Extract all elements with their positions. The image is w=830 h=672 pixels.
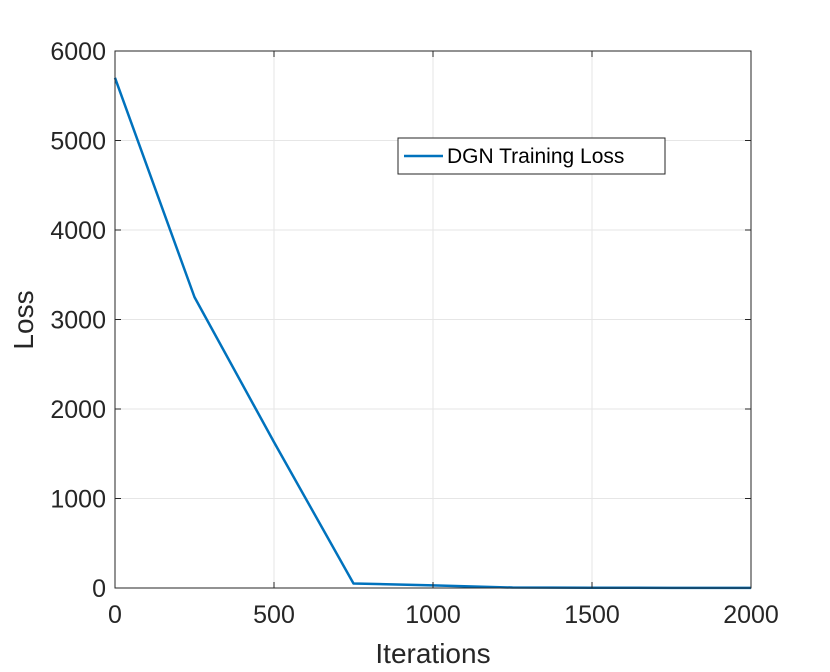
x-tick-label: 2000 [723, 601, 779, 629]
legend: DGN Training Loss [397, 137, 666, 175]
x-tick-label: 1000 [405, 601, 461, 629]
y-axis-title: Loss [8, 290, 39, 349]
x-axis-title: Iterations [375, 638, 490, 669]
y-tick-label: 4000 [50, 217, 106, 245]
y-tick-label: 0 [92, 575, 106, 603]
x-tick-label: 0 [108, 601, 122, 629]
y-tick-label: 3000 [50, 307, 106, 335]
y-tick-label: 6000 [50, 38, 106, 66]
x-tick-label: 1500 [564, 601, 620, 629]
legend-label: DGN Training Loss [447, 145, 624, 168]
tick-layer: 0 500 1000 1500 2000 0 1000 2000 3000 4000 5000 600… [50, 38, 778, 629]
y-tick-label: 2000 [50, 396, 106, 424]
x-tick-label: 500 [253, 601, 295, 629]
y-tick-label: 5000 [50, 128, 106, 156]
y-tick-label: 1000 [50, 486, 106, 514]
